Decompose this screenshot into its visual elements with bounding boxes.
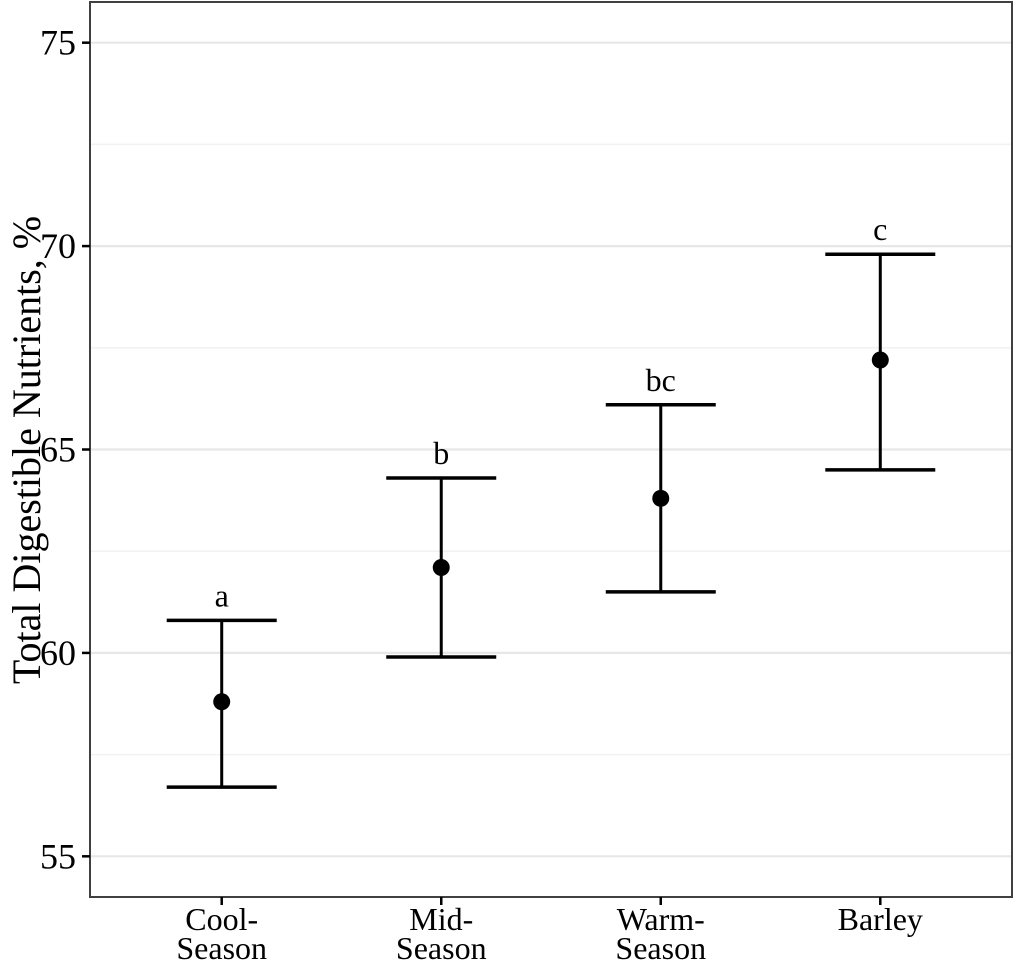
x-axis-category-label: Warm- bbox=[617, 901, 705, 937]
y-axis-tick-label: 70 bbox=[40, 226, 76, 266]
y-axis-tick-label: 75 bbox=[40, 23, 76, 63]
x-axis-category-label: Mid- bbox=[409, 901, 473, 937]
significance-letter: b bbox=[433, 435, 449, 471]
x-axis-category-label: Season bbox=[615, 930, 706, 961]
data-point bbox=[871, 351, 889, 369]
y-axis-tick-label: 65 bbox=[40, 430, 76, 470]
data-point bbox=[652, 489, 670, 507]
significance-letter: a bbox=[215, 577, 229, 613]
y-axis-tick-label: 55 bbox=[40, 836, 76, 876]
data-point bbox=[213, 693, 231, 711]
data-point bbox=[432, 558, 450, 576]
x-axis-category-label: Cool- bbox=[185, 901, 258, 937]
x-axis-category-label: Barley bbox=[838, 901, 923, 937]
y-axis-tick-label: 60 bbox=[40, 633, 76, 673]
x-axis-category-label: Season bbox=[396, 930, 487, 961]
x-axis-category-label: Season bbox=[176, 930, 267, 961]
significance-letter: bc bbox=[646, 362, 676, 398]
significance-letter: c bbox=[873, 211, 887, 247]
